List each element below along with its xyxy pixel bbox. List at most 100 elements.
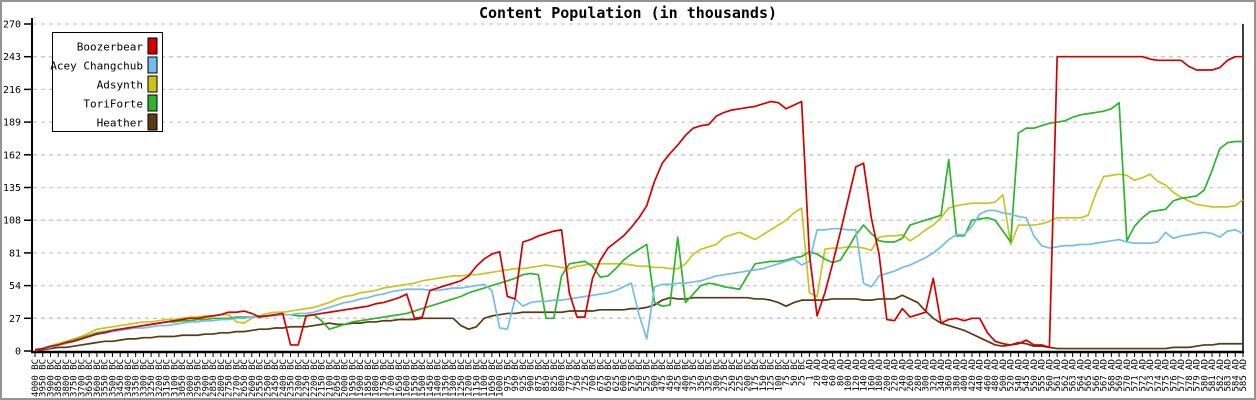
x-axis-label: 572 AD	[1138, 359, 1148, 392]
y-axis-label: 216	[3, 85, 21, 96]
x-axis-label: 581 AD	[1208, 359, 1218, 392]
x-axis-label: 3900 BC	[46, 359, 56, 397]
x-axis-label: 569 AD	[1115, 359, 1125, 392]
x-axis-label: 3150 BC	[163, 359, 173, 397]
x-axis-label: 40 AD	[821, 359, 831, 386]
x-axis-label: 200 BC	[743, 359, 753, 392]
x-axis-label: 875 BC	[534, 359, 544, 392]
x-axis-label: 675 BC	[596, 359, 606, 392]
x-axis-label: 300 BC	[712, 359, 722, 392]
x-axis-label: 3950 BC	[39, 359, 49, 397]
x-axis-label: 2500 BC	[263, 359, 273, 397]
x-axis-label: 3300 BC	[139, 359, 149, 397]
x-axis-label: 825 BC	[550, 359, 560, 392]
x-axis-label: 2600 BC	[248, 359, 258, 397]
x-axis-label: 100 BC	[774, 359, 784, 392]
x-axis-label: 1250 BC	[457, 359, 467, 397]
x-axis-label: 575 BC	[627, 359, 637, 392]
y-axis-label: 108	[3, 216, 21, 227]
x-axis-label: 1050 BC	[488, 359, 498, 397]
y-axis-label: 54	[9, 281, 21, 292]
x-axis-label: 2800 BC	[217, 359, 227, 397]
x-axis-label: 1450 BC	[426, 359, 436, 397]
x-axis-label: 525 BC	[643, 359, 653, 392]
x-axis-label: 120 AD	[852, 359, 862, 392]
x-axis-label: 3350 BC	[132, 359, 142, 397]
x-axis-label: 1500 BC	[418, 359, 428, 397]
legend-swatch-toriforte	[147, 94, 158, 112]
y-axis-label: 189	[3, 118, 21, 129]
x-axis-label: 1700 BC	[387, 359, 397, 397]
legend-swatch-acey-changchub	[147, 56, 158, 74]
x-axis-label: 20 AD	[813, 359, 823, 386]
x-axis-label: 585 AD	[1239, 359, 1249, 392]
x-axis-label: 650 BC	[604, 359, 614, 392]
x-axis-label: 3000 BC	[186, 359, 196, 397]
series-line-acey-changchub	[34, 209, 1244, 351]
series-line-toriforte	[34, 101, 1243, 351]
x-axis-label: 375 BC	[689, 359, 699, 392]
x-axis-label: 50 BC	[790, 359, 800, 386]
x-axis-label: 625 BC	[612, 359, 622, 392]
x-axis-label: 500 AD	[999, 359, 1009, 392]
x-axis-label: 3750 BC	[70, 359, 80, 397]
x-axis-label: 1400 BC	[434, 359, 444, 397]
x-axis-label: 150 BC	[759, 359, 769, 392]
x-axis-label: 1100 BC	[480, 359, 490, 397]
x-axis-label: 440 AD	[976, 359, 986, 392]
x-axis-label: 564 AD	[1076, 359, 1086, 392]
x-axis-label: 4000 BC	[31, 359, 41, 397]
legend: Boozerbear Acey Changchub Adsynth ToriForte…	[50, 32, 163, 132]
y-axis: 0 27 54 81 108 135 162 189 216 243 270	[3, 18, 1244, 358]
x-axis-label: 725 BC	[581, 359, 591, 392]
gridlines	[33, 23, 1243, 319]
x-axis-label: 2000 BC	[341, 359, 351, 397]
x-axis-label: 340 AD	[937, 359, 947, 392]
x-axis-label: 2400 BC	[279, 359, 289, 397]
x-axis-label: 3450 BC	[116, 359, 126, 397]
x-axis-label: 1900 BC	[356, 359, 366, 397]
chart-title: Content Population (in thousands)	[479, 4, 777, 22]
x-axis-label: 2650 BC	[240, 359, 250, 397]
x-axis-label: 563 AD	[1069, 359, 1079, 392]
x-axis-label: 579 AD	[1193, 359, 1203, 392]
x-axis-label: 3850 BC	[54, 359, 64, 397]
x-axis-label: 2300 BC	[294, 359, 304, 397]
x-axis-label: 1800 BC	[372, 359, 382, 397]
x-axis-label: 2950 BC	[194, 359, 204, 397]
x-axis-label: 450 BC	[666, 359, 676, 392]
x-axis-label: 3800 BC	[62, 359, 72, 397]
x-axis-label: 975 BC	[503, 359, 513, 392]
x-axis-label: 1550 BC	[410, 359, 420, 397]
x-axis-label: 500 BC	[650, 359, 660, 392]
x-axis-label: 300 AD	[922, 359, 932, 392]
series-lines	[34, 55, 1244, 352]
x-axis-label: 2100 BC	[325, 359, 335, 397]
x-axis-label: 562 AD	[1061, 359, 1071, 392]
legend-label: Heather	[97, 117, 144, 130]
x-axis-label: 460 AD	[983, 359, 993, 392]
legend-label: Acey Changchub	[50, 60, 143, 73]
x-axis-label: 160 AD	[867, 359, 877, 392]
x-axis-label: 560 AD	[1045, 359, 1055, 392]
x-axis-label: 225 BC	[736, 359, 746, 392]
x-axis-label: 2150 BC	[318, 359, 328, 397]
x-axis-label: 3250 BC	[147, 359, 157, 397]
x-axis-label: 600 BC	[620, 359, 630, 392]
x-axis-label: 480 AD	[991, 359, 1001, 392]
y-axis-label: 243	[3, 52, 21, 63]
x-axis-label: 568 AD	[1107, 359, 1117, 392]
x-axis-label: 400 AD	[960, 359, 970, 392]
x-axis-label: 3600 BC	[93, 359, 103, 397]
x-axis-label: 200 AD	[883, 359, 893, 392]
x-axis-label: 1750 BC	[379, 359, 389, 397]
x-axis-label: 576 AD	[1169, 359, 1179, 392]
x-axis-label: 565 AD	[1084, 359, 1094, 392]
x-axis-label: 555 AD	[1038, 359, 1048, 392]
x-axis-label: 925 BC	[519, 359, 529, 392]
x-axis-label: 584 AD	[1231, 359, 1241, 392]
x-axis-label: 400 BC	[681, 359, 691, 392]
y-axis-label: 27	[9, 314, 21, 325]
legend-swatch-heather	[147, 113, 158, 131]
